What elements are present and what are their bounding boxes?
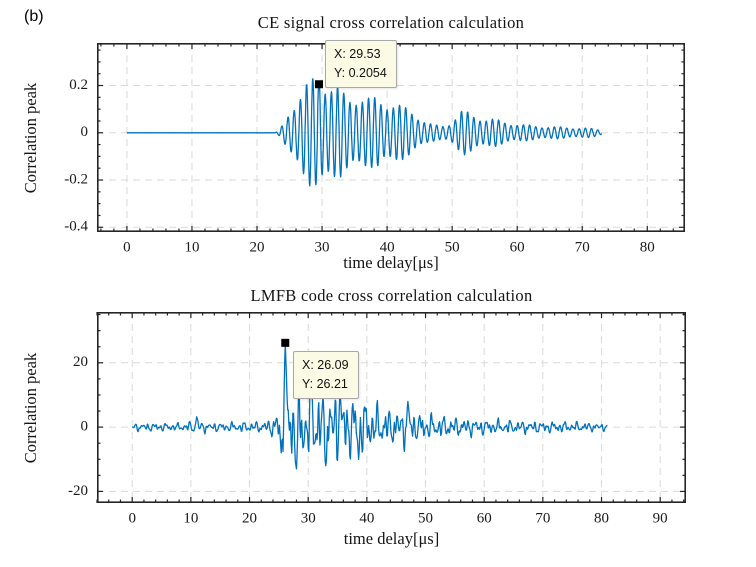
x-tick-label: 70 (575, 239, 590, 255)
x-tick-label: 40 (359, 510, 374, 526)
datatip-x-value: X: 29.53 (334, 47, 381, 61)
y-tick-label: 0 (81, 124, 89, 140)
x-tick-label: 30 (315, 239, 330, 255)
axis-ticks (96, 312, 686, 503)
x-tick-label: 80 (640, 239, 655, 255)
signal-line (126, 78, 603, 187)
x-tick-label: 0 (128, 510, 136, 526)
top-chart-title: CE signal cross correlation calculation (257, 13, 525, 32)
x-tick-label: 40 (380, 239, 395, 255)
bottom-chart-y-axis-label: Correlation peak (21, 352, 40, 463)
y-tick-label: 0.2 (69, 77, 88, 93)
top-chart-datatip[interactable]: X: 29.53 Y: 0.2054 (325, 40, 397, 88)
x-tick-label: 70 (535, 510, 550, 526)
y-tick-label: -0.2 (64, 171, 88, 187)
tick-labels: 0 10 20 30 40 50 60 70 80 90 -20 0 20 (68, 354, 668, 526)
datatip-x-value: X: 26.09 (302, 358, 349, 372)
x-tick-label: 50 (445, 239, 460, 255)
x-tick-label: 80 (594, 510, 609, 526)
x-tick-label: 0 (123, 239, 131, 255)
x-tick-label: 90 (653, 510, 668, 526)
x-tick-label: 20 (242, 510, 257, 526)
peak-marker[interactable] (314, 80, 323, 89)
y-tick-label: -0.4 (64, 219, 88, 235)
peak-marker[interactable] (281, 338, 290, 347)
subfigure-label: (b) (24, 8, 44, 25)
plot-svg: 0 10 20 30 40 50 60 70 80 90 -20 0 20 (68, 312, 687, 526)
y-tick-label: 20 (73, 354, 88, 370)
grid-lines (97, 312, 686, 503)
axes-box (97, 312, 687, 503)
y-tick-label: 0 (81, 419, 89, 435)
datatip-y-value: Y: 26.21 (302, 376, 348, 391)
top-chart-y-axis-label: Correlation peak (21, 82, 40, 193)
y-tick-label: -20 (68, 483, 88, 499)
signal-line (131, 342, 608, 470)
plot-svg: 0 10 20 30 40 50 60 70 80 -0.4 -0.2 0 0.2 (64, 43, 686, 255)
top-chart-x-axis-label: time delay[μs] (343, 253, 439, 272)
tick-labels: 0 10 20 30 40 50 60 70 80 -0.4 -0.2 0 0.2 (64, 77, 655, 255)
datatip-y-value: Y: 0.2054 (334, 65, 387, 80)
x-tick-label: 10 (183, 510, 198, 526)
bottom-chart-title: LMFB code cross correlation calculation (250, 286, 533, 305)
x-tick-label: 60 (477, 510, 492, 526)
bottom-chart-x-axis-label: time delay[μs] (343, 529, 440, 548)
x-tick-label: 50 (418, 510, 433, 526)
x-tick-label: 10 (184, 239, 199, 255)
x-tick-label: 60 (510, 239, 525, 255)
bottom-chart-datatip[interactable]: X: 26.09 Y: 26.21 (293, 351, 359, 399)
x-tick-label: 20 (250, 239, 265, 255)
x-tick-label: 30 (301, 510, 316, 526)
